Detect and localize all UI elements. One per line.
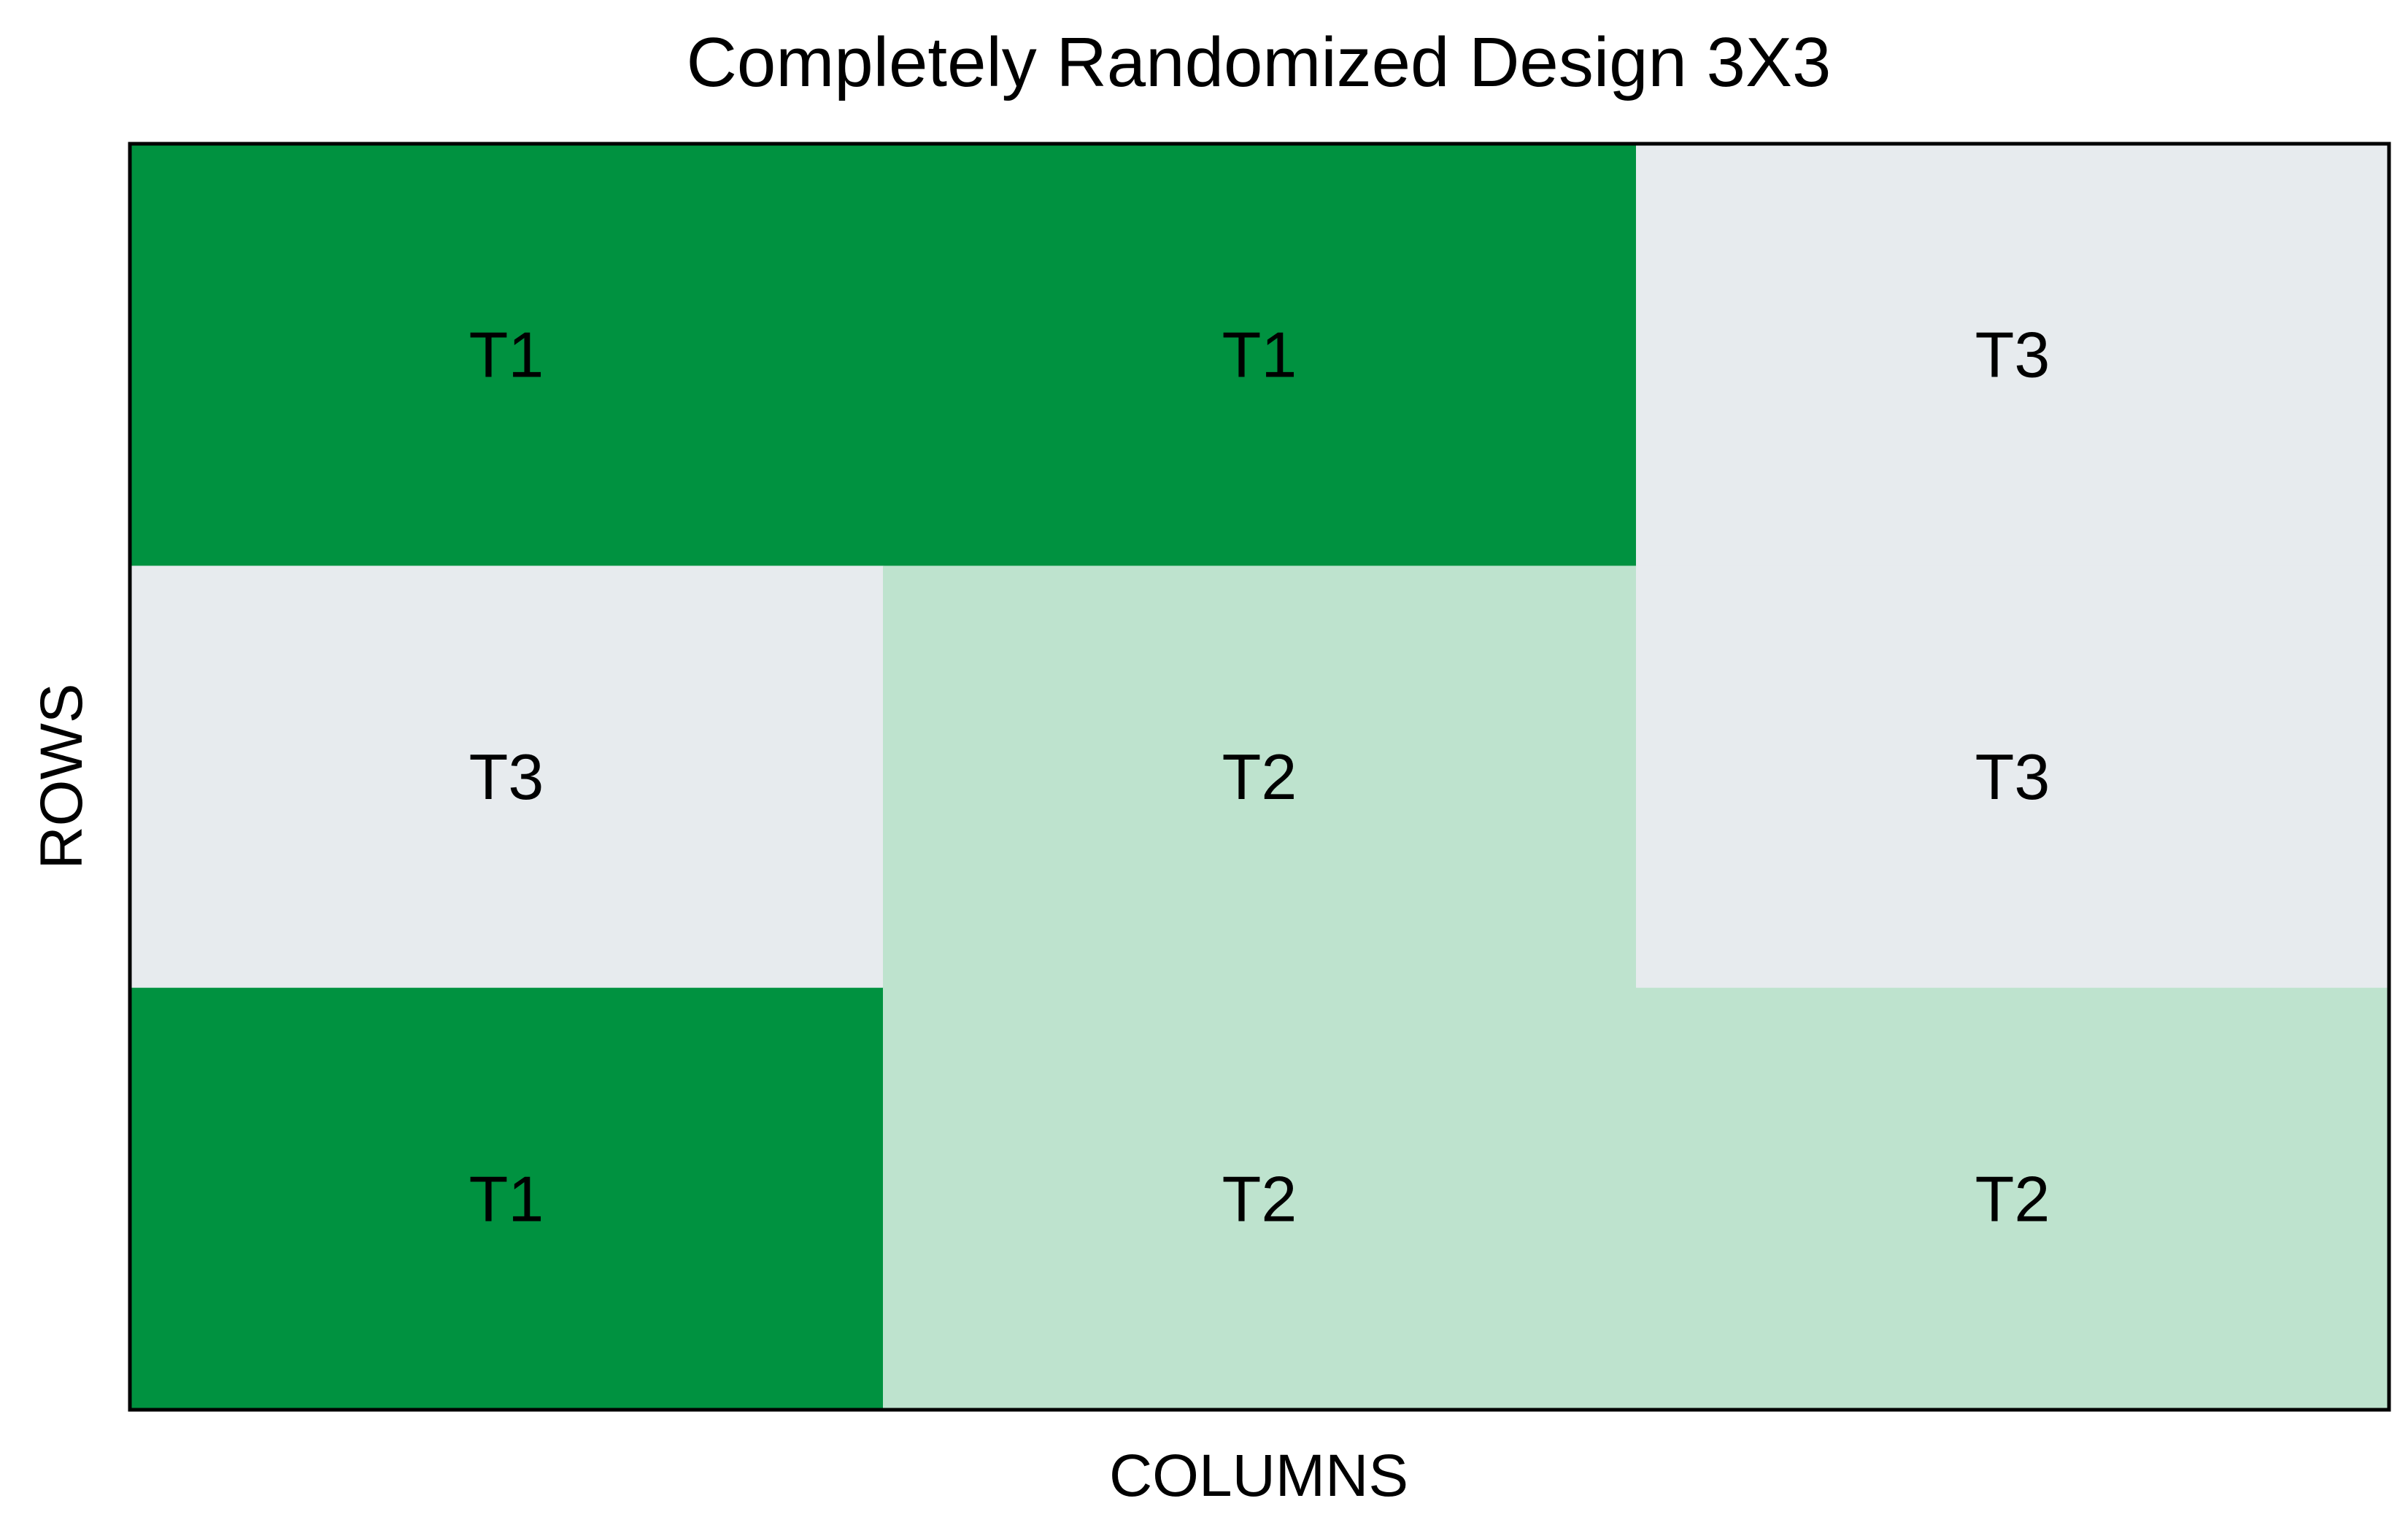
cell-r2-c3	[1636, 566, 2390, 989]
cell-label-r2-c1: T3	[469, 741, 544, 813]
cell-r3-c3	[1636, 987, 2390, 1410]
cell-r1-c2	[883, 144, 1637, 566]
cell-label-r2-c3: T3	[1975, 741, 2050, 813]
cell-r1-c1	[130, 144, 884, 566]
cell-label-r3-c3: T2	[1975, 1162, 2050, 1235]
chart-title: Completely Randomized Design 3X3	[687, 23, 1832, 101]
cell-r2-c2	[883, 566, 1637, 989]
cell-label-r1-c1: T1	[469, 319, 544, 391]
cell-label-r3-c2: T2	[1222, 1162, 1297, 1235]
cell-r1-c3	[1636, 144, 2390, 566]
y-axis-label: ROWS	[28, 683, 95, 869]
cell-label-r3-c1: T1	[469, 1162, 544, 1235]
cell-label-r1-c2: T1	[1222, 319, 1297, 391]
cells-layer: T1 T1 T3 T3 T2 T3 T1 T2 T2	[130, 144, 2390, 1410]
cell-r2-c1	[130, 566, 884, 989]
cell-label-r1-c3: T3	[1975, 319, 2050, 391]
x-axis-label: COLUMNS	[1109, 1443, 1408, 1509]
cell-r3-c1	[130, 987, 884, 1410]
cell-r3-c2	[883, 987, 1637, 1410]
plot-frame	[128, 142, 2391, 1412]
cell-label-r2-c2: T2	[1222, 741, 1297, 813]
